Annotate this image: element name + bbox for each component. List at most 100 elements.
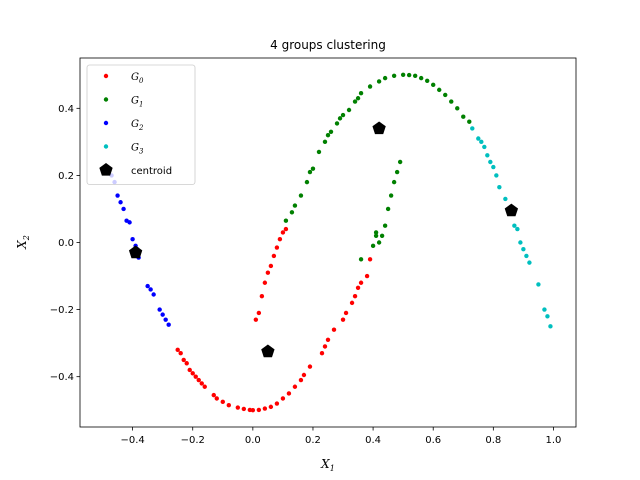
x-tick-label: −0.4 xyxy=(120,435,144,446)
data-point xyxy=(301,372,307,378)
series-g1 xyxy=(283,72,472,262)
data-point xyxy=(175,347,180,353)
data-point xyxy=(382,223,388,228)
data-point xyxy=(328,129,334,134)
data-point xyxy=(253,317,259,322)
data-point xyxy=(394,169,400,175)
data-point xyxy=(265,270,271,275)
data-point xyxy=(467,119,472,124)
data-point xyxy=(373,233,379,238)
legend-marker xyxy=(103,144,109,149)
data-point xyxy=(470,126,475,131)
data-point xyxy=(151,292,156,297)
data-point xyxy=(346,107,352,113)
data-point xyxy=(376,79,382,84)
data-point xyxy=(515,226,520,232)
series-g0 xyxy=(175,226,373,413)
x-axis-label: X1 xyxy=(320,457,335,473)
data-point xyxy=(418,75,424,81)
data-point xyxy=(322,344,328,349)
data-point xyxy=(262,406,268,411)
data-point xyxy=(340,317,346,322)
data-point xyxy=(310,166,316,171)
legend-marker xyxy=(99,163,113,176)
data-point xyxy=(337,116,343,121)
data-point xyxy=(262,280,268,285)
data-point xyxy=(166,322,171,327)
data-point xyxy=(449,99,454,104)
data-point xyxy=(130,236,135,242)
data-point xyxy=(292,203,298,208)
data-point xyxy=(235,405,241,410)
legend-box xyxy=(86,64,196,185)
data-point xyxy=(196,377,201,383)
data-point xyxy=(319,351,325,356)
data-point xyxy=(545,314,550,319)
data-point xyxy=(202,384,207,389)
chart-title: 4 groups clustering xyxy=(270,38,386,52)
data-point xyxy=(461,114,466,119)
data-point xyxy=(214,396,219,401)
y-tick-label: −0.2 xyxy=(50,305,74,316)
data-point xyxy=(412,73,418,78)
data-point xyxy=(536,282,541,287)
data-point xyxy=(178,351,183,356)
x-tick-label: 1.0 xyxy=(546,435,562,446)
y-tick-label: −0.4 xyxy=(50,372,74,383)
data-point xyxy=(274,401,280,406)
data-point xyxy=(542,307,547,312)
data-point xyxy=(193,374,198,379)
data-point xyxy=(184,361,189,366)
data-point xyxy=(548,324,553,329)
legend: G0 G1 G2 G3 centroid xyxy=(86,64,196,185)
data-point xyxy=(127,220,132,225)
data-point xyxy=(512,223,517,228)
x-tick-label: 0.6 xyxy=(425,435,441,446)
data-point xyxy=(358,280,364,285)
data-point xyxy=(226,403,231,408)
x-tick-label: −0.2 xyxy=(181,435,205,446)
x-axis: −0.4 −0.2 0.0 0.2 0.4 0.6 0.8 1.0 xyxy=(120,427,561,446)
y-tick-label: 0.4 xyxy=(58,104,74,115)
data-point xyxy=(157,307,162,312)
data-point xyxy=(503,196,508,202)
data-point xyxy=(274,245,280,250)
data-point xyxy=(479,139,484,145)
data-point xyxy=(437,87,442,93)
legend-label: centroid xyxy=(131,166,172,177)
data-point xyxy=(455,106,460,111)
data-point xyxy=(364,273,370,279)
plot-area xyxy=(106,72,553,413)
legend-label: G0 xyxy=(131,72,144,85)
y-axis-label: X2 xyxy=(15,235,31,250)
data-point xyxy=(406,72,412,78)
legend-label: G3 xyxy=(131,143,144,156)
data-point xyxy=(431,82,436,88)
data-point xyxy=(268,263,274,269)
data-point xyxy=(385,206,391,212)
data-point xyxy=(331,327,337,332)
data-point xyxy=(494,173,499,178)
data-point xyxy=(349,300,355,306)
data-point xyxy=(397,159,403,165)
data-point xyxy=(190,371,195,376)
data-point xyxy=(148,287,153,292)
data-point xyxy=(211,392,216,398)
data-point xyxy=(358,257,364,262)
data-point xyxy=(259,293,265,299)
data-point xyxy=(145,283,150,289)
data-point xyxy=(355,96,361,101)
data-point xyxy=(391,73,397,78)
plot-frame xyxy=(79,57,577,428)
x-tick-label: 0.8 xyxy=(485,435,501,446)
data-point xyxy=(370,243,376,249)
data-point xyxy=(199,381,204,386)
data-point xyxy=(476,136,481,141)
data-point xyxy=(334,121,340,126)
centroid-marker xyxy=(128,245,143,259)
data-point xyxy=(187,367,192,373)
legend-label: G1 xyxy=(131,96,143,109)
data-point xyxy=(343,310,349,316)
legend-marker xyxy=(103,120,109,126)
